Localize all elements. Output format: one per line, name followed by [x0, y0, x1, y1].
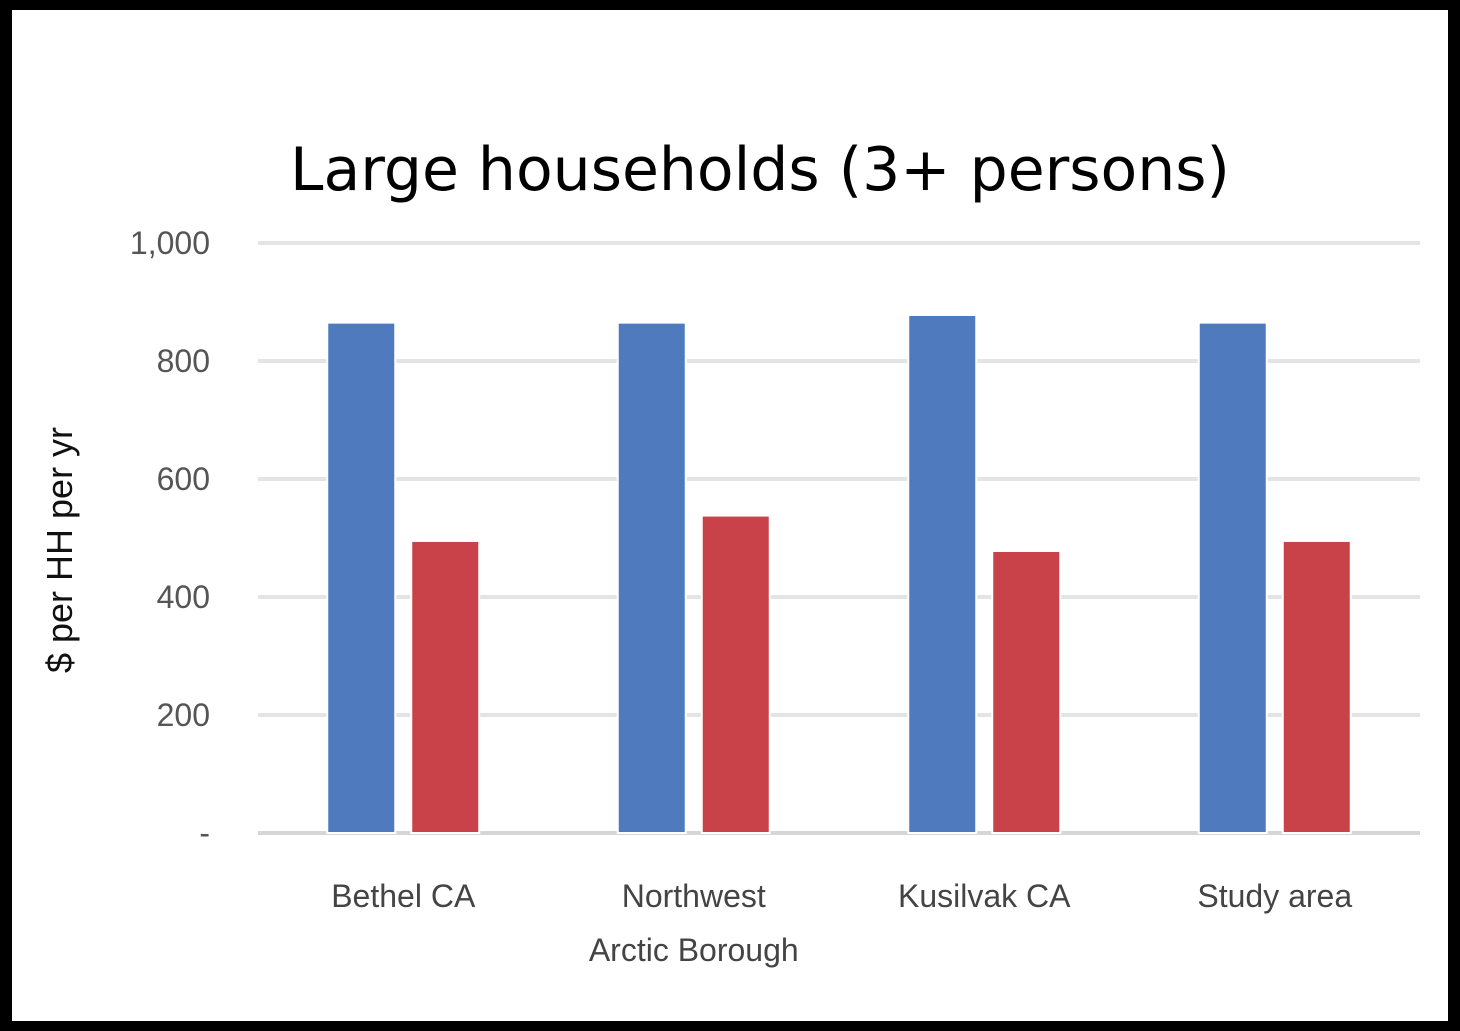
- bar: [326, 321, 397, 834]
- bar: [1281, 539, 1352, 834]
- bar: [907, 313, 978, 835]
- y-axis-ticks: - 200 400 600 800 1,000: [130, 225, 210, 851]
- bar-chart: Large households (3+ persons) - 200 400 600…: [39, 135, 1420, 968]
- y-tick-label: 600: [157, 461, 210, 497]
- y-tick-label: 400: [157, 579, 210, 615]
- bar: [991, 549, 1062, 834]
- bar: [700, 514, 771, 834]
- bar: [410, 539, 481, 834]
- x-tick-label: Northwest: [622, 878, 766, 914]
- y-axis-label: $ per HH per yr: [39, 427, 80, 673]
- chart-title: Large households (3+ persons): [290, 135, 1230, 205]
- x-tick-label: Arctic Borough: [589, 932, 799, 968]
- y-tick-label: 800: [157, 343, 210, 379]
- bars: [326, 313, 1352, 835]
- chart-frame: Large households (3+ persons) - 200 400 600…: [12, 10, 1448, 1021]
- x-axis-ticks: Bethel CA Northwest Arctic Borough Kusilvak…: [331, 878, 1352, 968]
- y-tick-label: 200: [157, 697, 210, 733]
- y-tick-label: 1,000: [130, 225, 210, 261]
- x-tick-label: Study area: [1197, 878, 1352, 914]
- x-tick-label: Kusilvak CA: [898, 878, 1071, 914]
- x-tick-label: Bethel CA: [331, 878, 476, 914]
- bar: [616, 321, 687, 834]
- bar: [1197, 321, 1268, 834]
- y-tick-label: -: [199, 815, 210, 851]
